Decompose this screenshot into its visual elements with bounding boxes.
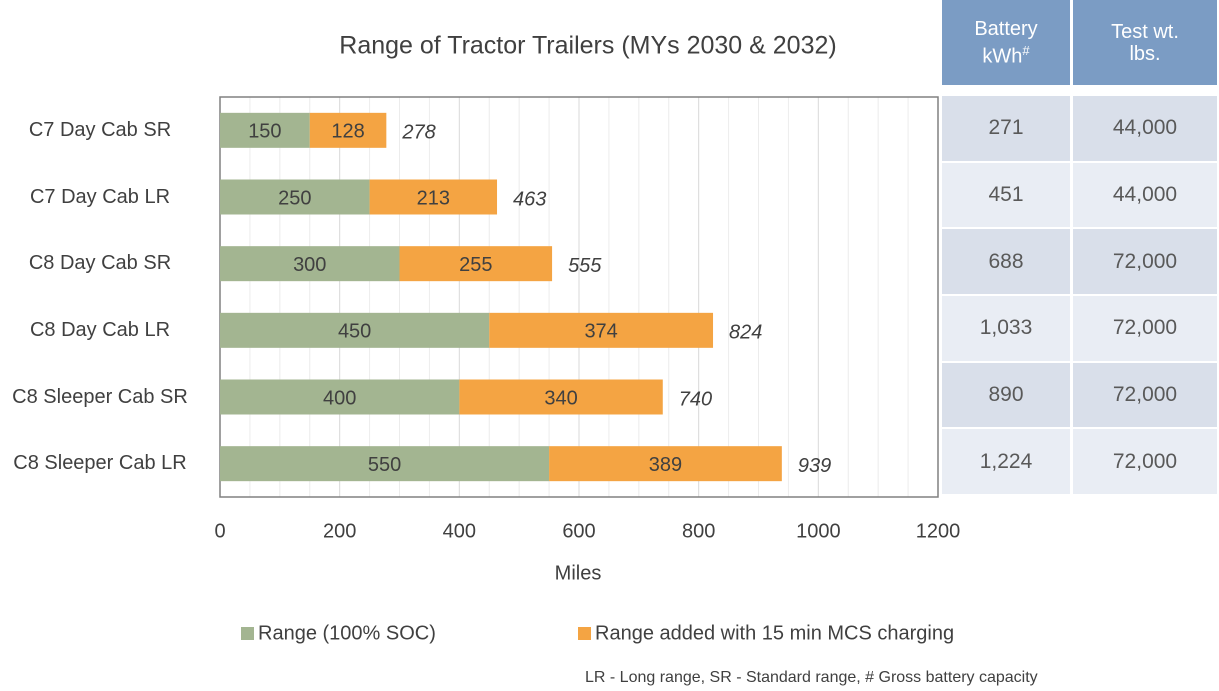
value-label: 400 [323,387,356,409]
table-header: Battery kWh# [942,0,1070,85]
value-label: 389 [649,454,682,476]
category-label: C7 Day Cab LR [29,185,171,208]
value-label: 550 [368,454,401,476]
value-label: 374 [584,321,617,343]
table-cell: 44,000 [1073,96,1217,161]
bar-segment [220,379,460,415]
legend-swatch [578,627,591,640]
footnote: LR - Long range, SR - Standard range, # … [585,669,1038,686]
table-cell: 72,000 [1073,429,1217,494]
header-text: Test wt. lbs. [1100,21,1190,65]
header-text: Battery kWh# [961,18,1051,68]
x-tick-label: 600 [562,520,595,542]
category-label: C8 Day Cab SR [28,252,172,275]
header-label: Test wt. lbs. [1111,20,1179,65]
bar-segment [220,112,310,148]
value-label: 150 [248,121,281,143]
bar-segment [459,379,663,415]
table-header: Test wt. lbs. [1073,0,1217,85]
legend-label: Range added with 15 min MCS charging [595,622,954,644]
total-label: 939 [798,455,831,477]
table-cell: 72,000 [1073,296,1217,361]
x-tick-label: 1200 [916,520,961,542]
total-label: 555 [568,255,602,277]
value-label: 128 [331,121,364,143]
bar-segment [399,246,553,282]
table-cell: 1,033 [942,296,1070,361]
x-tick-label: 1000 [796,520,841,542]
value-label: 450 [338,321,371,343]
bar-segment [220,312,490,348]
bar-segment [549,446,782,482]
value-label: 255 [459,254,492,276]
category-label: C8 Sleeper Cab LR [13,452,187,475]
table-cell: 44,000 [1073,162,1217,228]
bar-segment [369,179,498,215]
bar-segment [220,246,400,282]
table-cell: 1,224 [942,429,1070,494]
total-label: 740 [679,388,712,410]
category-label: C8 Sleeper Cab SR [12,385,188,408]
table-cell: 72,000 [1073,229,1217,294]
bar-segment [220,446,550,482]
x-tick-label: 800 [682,520,715,542]
value-label: 213 [417,187,450,209]
header-label: Battery kWh [974,17,1038,68]
x-tick-label: 400 [443,520,476,542]
plot-border [219,96,939,498]
chart-title: Range of Tractor Trailers (MYs 2030 & 20… [339,32,836,60]
total-label: 278 [401,122,435,144]
header-superscript: # [1022,42,1030,58]
legend-label: Range (100% SOC) [258,622,436,644]
table-cell: 451 [942,162,1070,228]
value-label: 250 [278,187,311,209]
table-cell: 271 [942,96,1070,161]
table-cell: 890 [942,362,1070,428]
value-label: 300 [293,254,326,276]
category-label: C8 Day Cab LR [29,318,171,341]
bar-segment [220,179,370,215]
x-tick-label: 200 [323,520,356,542]
bar-segment [309,112,387,148]
table-cell: 72,000 [1073,362,1217,428]
total-label: 824 [729,322,762,344]
legend-swatch [241,627,254,640]
bar-segment [489,312,714,348]
x-tick-label: 0 [214,520,225,542]
value-label: 340 [544,387,577,409]
table-cell: 688 [942,229,1070,294]
x-axis-label: Miles [555,562,602,584]
category-label: C7 Day Cab SR [28,118,172,141]
total-label: 463 [513,188,546,210]
